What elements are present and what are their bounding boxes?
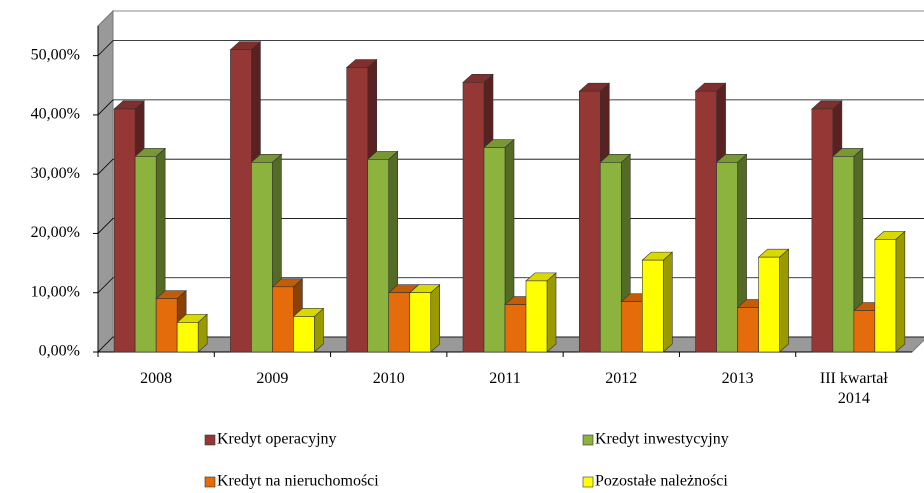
y-tick-label: 30,00% — [31, 165, 80, 182]
legend-label: Kredyt operacyjny — [217, 431, 337, 448]
legend-swatch — [204, 434, 216, 446]
grid-line — [97, 158, 924, 175]
bar — [483, 147, 506, 353]
bar — [293, 316, 315, 353]
y-tick-label: 40,00% — [31, 106, 80, 123]
bar — [599, 162, 622, 353]
x-tick-label: 2013 — [721, 370, 754, 387]
bar-side — [546, 272, 557, 353]
bar-side — [779, 248, 789, 353]
bar — [367, 159, 390, 353]
x-tick-label: 2008 — [140, 370, 173, 387]
bar — [113, 108, 136, 353]
legend-label: Kredyt na nieruchomości — [217, 473, 379, 490]
bar — [272, 286, 294, 353]
grid-line — [97, 218, 924, 234]
bar — [641, 259, 664, 353]
bar-side — [662, 251, 673, 353]
grid-line — [97, 99, 924, 116]
bar-side — [430, 284, 441, 353]
x-tick-label: 2011 — [489, 370, 521, 387]
x-tick-label: 2010 — [372, 370, 405, 387]
x-tick-label: III kwartał 2014 — [819, 370, 888, 407]
bar — [578, 90, 601, 353]
y-tick-label: 0,00% — [39, 343, 80, 360]
legend-swatch — [582, 476, 594, 488]
bar — [462, 82, 485, 353]
bar — [811, 108, 834, 353]
x-tick-label: 2012 — [605, 370, 638, 387]
bar — [874, 239, 897, 353]
y-tick-label: 50,00% — [31, 46, 80, 63]
bar — [251, 162, 273, 353]
bar — [504, 304, 527, 353]
y-tick-label: 10,00% — [31, 283, 80, 300]
bar — [525, 280, 548, 353]
legend-swatch — [582, 434, 594, 446]
bar — [695, 90, 717, 353]
bar — [409, 292, 432, 353]
bar — [853, 310, 876, 353]
x-tick-label: 2009 — [256, 370, 289, 387]
legend-label: Pozostałe należności — [595, 473, 728, 490]
bar — [620, 301, 643, 353]
bar — [230, 49, 252, 353]
bar — [737, 307, 759, 353]
bar — [176, 322, 199, 353]
bar — [832, 156, 855, 353]
bar-side — [895, 230, 906, 353]
bar — [716, 162, 738, 353]
side-wall — [97, 9, 114, 354]
legend-label: Kredyt inwestycyjny — [595, 431, 729, 448]
bar — [758, 256, 780, 353]
bar — [388, 292, 411, 353]
legend-swatch — [204, 476, 216, 488]
bar — [155, 298, 178, 353]
y-tick-label: 20,00% — [31, 224, 80, 241]
bar — [134, 156, 157, 353]
bar — [346, 67, 369, 353]
grid-line — [97, 40, 924, 56]
